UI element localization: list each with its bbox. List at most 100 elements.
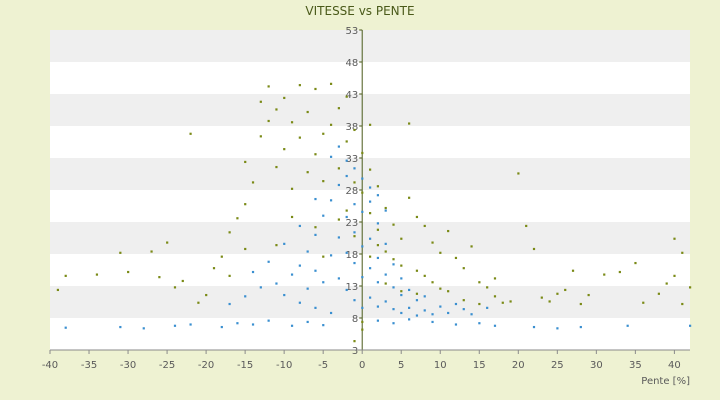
scatter-point-series-1 — [532, 325, 536, 329]
scatter-point-series-2 — [64, 274, 67, 277]
scatter-point-series-1 — [478, 322, 481, 325]
scatter-point-series-1 — [415, 299, 419, 302]
scatter-point-series-2 — [314, 87, 317, 91]
x-tick-label: 10 — [434, 360, 447, 371]
scatter-point-series-2 — [657, 292, 660, 295]
scatter-point-series-1 — [423, 295, 426, 298]
scatter-point-series-2 — [119, 251, 122, 254]
scatter-point-series-1 — [369, 267, 372, 270]
scatter-point-series-2 — [462, 299, 465, 302]
x-tick-label: -25 — [159, 360, 175, 371]
scatter-point-series-2 — [532, 247, 536, 251]
scatter-point-series-2 — [322, 255, 325, 258]
scatter-point-series-2 — [439, 287, 442, 290]
scatter-point-series-2 — [501, 301, 504, 304]
scatter-point-series-1 — [408, 318, 411, 321]
scatter-point-series-1 — [353, 299, 356, 302]
scatter-point-series-1 — [220, 325, 223, 329]
scatter-point-series-1 — [400, 293, 403, 297]
scatter-point-series-1 — [298, 224, 301, 228]
scatter-point-series-1 — [392, 308, 395, 311]
scatter-point-series-2 — [290, 121, 294, 124]
grid-band — [50, 126, 690, 158]
scatter-point-series-2 — [634, 261, 637, 265]
scatter-point-series-1 — [361, 306, 364, 309]
scatter-point-series-1 — [329, 199, 333, 202]
scatter-point-series-2 — [197, 301, 200, 304]
grid-band — [50, 30, 690, 62]
x-tick-label: 25 — [551, 360, 564, 371]
x-tick-label: -40 — [42, 360, 58, 371]
scatter-point-series-2 — [236, 217, 239, 220]
x-tick-label: -10 — [276, 360, 292, 371]
scatter-point-series-1 — [298, 264, 301, 267]
grid-band — [50, 318, 690, 350]
scatter-point-series-2 — [329, 82, 333, 85]
scatter-point-series-1 — [345, 251, 348, 254]
x-tick-label: -15 — [237, 360, 253, 371]
scatter-point-series-2 — [454, 256, 458, 260]
scatter-point-series-2 — [681, 302, 684, 306]
scatter-point-series-1 — [267, 319, 270, 322]
scatter-point-series-1 — [259, 286, 262, 289]
scatter-point-series-2 — [517, 172, 520, 175]
scatter-point-series-2 — [220, 255, 223, 258]
grid-band — [50, 286, 690, 318]
x-tick-label: -5 — [318, 360, 328, 371]
x-tick-label: -20 — [198, 360, 214, 371]
scatter-point-series-2 — [244, 203, 247, 206]
scatter-point-series-1 — [275, 282, 278, 285]
x-tick-label: -35 — [81, 360, 97, 371]
scatter-point-series-2 — [228, 231, 231, 234]
scatter-point-series-1 — [415, 314, 419, 317]
scatter-point-series-2 — [376, 228, 380, 231]
scatter-point-series-1 — [384, 209, 387, 212]
scatter-point-series-1 — [251, 270, 255, 274]
scatter-point-series-2 — [275, 108, 278, 111]
scatter-point-series-1 — [392, 322, 395, 325]
scatter-point-series-2 — [369, 123, 372, 126]
scatter-point-series-2 — [493, 277, 497, 280]
scatter-point-series-2 — [353, 181, 356, 184]
scatter-point-series-2 — [267, 85, 270, 88]
scatter-point-series-1 — [64, 326, 67, 329]
scatter-point-series-1 — [314, 233, 317, 236]
scatter-point-series-2 — [415, 215, 419, 219]
scatter-point-series-1 — [322, 324, 325, 327]
scatter-point-series-1 — [322, 281, 325, 284]
scatter-point-series-1 — [556, 327, 559, 330]
scatter-point-series-1 — [376, 281, 380, 284]
scatter-point-series-1 — [431, 313, 434, 316]
scatter-point-series-2 — [244, 160, 247, 164]
scatter-point-series-1 — [345, 174, 348, 178]
scatter-point-series-1 — [447, 311, 450, 315]
scatter-point-series-2 — [376, 185, 380, 188]
scatter-point-series-1 — [314, 269, 317, 272]
scatter-point-series-2 — [369, 168, 372, 171]
scatter-point-series-2 — [275, 244, 278, 247]
scatter-point-series-2 — [587, 293, 590, 297]
scatter-point-series-1 — [431, 320, 434, 324]
grid-band — [50, 94, 690, 126]
scatter-point-series-2 — [306, 171, 309, 174]
scatter-point-series-2 — [361, 151, 364, 155]
scatter-point-series-1 — [376, 194, 380, 197]
scatter-point-series-2 — [251, 181, 255, 184]
scatter-point-series-1 — [439, 305, 442, 308]
scatter-point-series-1 — [384, 242, 387, 245]
scatter-point-series-1 — [267, 260, 270, 263]
scatter-point-series-2 — [478, 281, 481, 284]
scatter-point-series-1 — [337, 145, 340, 148]
scatter-point-series-1 — [454, 302, 458, 306]
scatter-point-series-2 — [259, 100, 262, 103]
scatter-point-series-1 — [486, 306, 489, 309]
scatter-point-series-2 — [290, 215, 294, 219]
grid-band — [50, 62, 690, 94]
scatter-point-series-2 — [205, 293, 208, 297]
scatter-point-series-2 — [298, 84, 301, 87]
data-points — [56, 82, 692, 343]
scatter-point-series-1 — [345, 215, 348, 219]
scatter-point-series-2 — [322, 180, 325, 183]
scatter-point-series-2 — [353, 128, 356, 132]
